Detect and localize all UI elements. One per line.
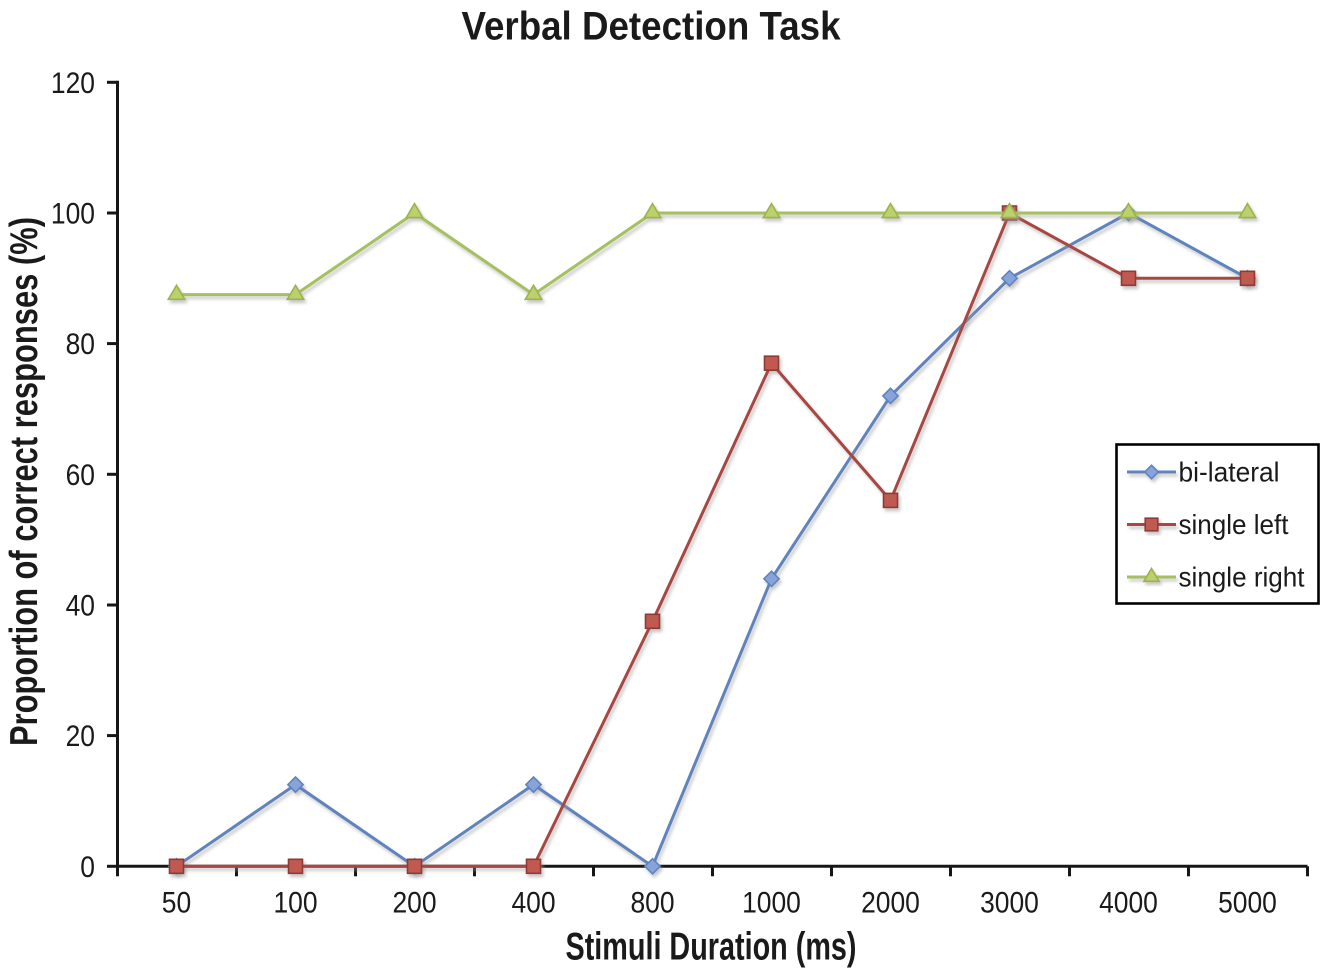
svg-text:Proportion of correct response: Proportion of correct responses (%) [3, 217, 46, 746]
svg-text:0: 0 [80, 851, 95, 884]
svg-text:400: 400 [511, 887, 555, 920]
svg-text:Stimuli Duration (ms): Stimuli Duration (ms) [566, 926, 857, 969]
svg-text:single right: single right [1179, 562, 1305, 593]
svg-text:60: 60 [66, 459, 95, 492]
svg-text:4000: 4000 [1099, 887, 1158, 920]
svg-text:100: 100 [51, 198, 95, 231]
svg-text:single left: single left [1179, 509, 1289, 540]
svg-text:bi-lateral: bi-lateral [1179, 457, 1280, 488]
svg-text:2000: 2000 [861, 887, 920, 920]
svg-text:Verbal Detection Task: Verbal Detection Task [462, 5, 842, 49]
svg-text:50: 50 [162, 887, 191, 920]
svg-text:120: 120 [51, 67, 95, 100]
svg-text:20: 20 [66, 720, 95, 753]
svg-text:100: 100 [273, 887, 317, 920]
svg-text:800: 800 [630, 887, 674, 920]
svg-text:1000: 1000 [742, 887, 801, 920]
svg-text:3000: 3000 [980, 887, 1039, 920]
svg-text:200: 200 [392, 887, 436, 920]
svg-text:80: 80 [66, 328, 95, 361]
svg-text:5000: 5000 [1218, 887, 1277, 920]
svg-text:40: 40 [66, 590, 95, 623]
